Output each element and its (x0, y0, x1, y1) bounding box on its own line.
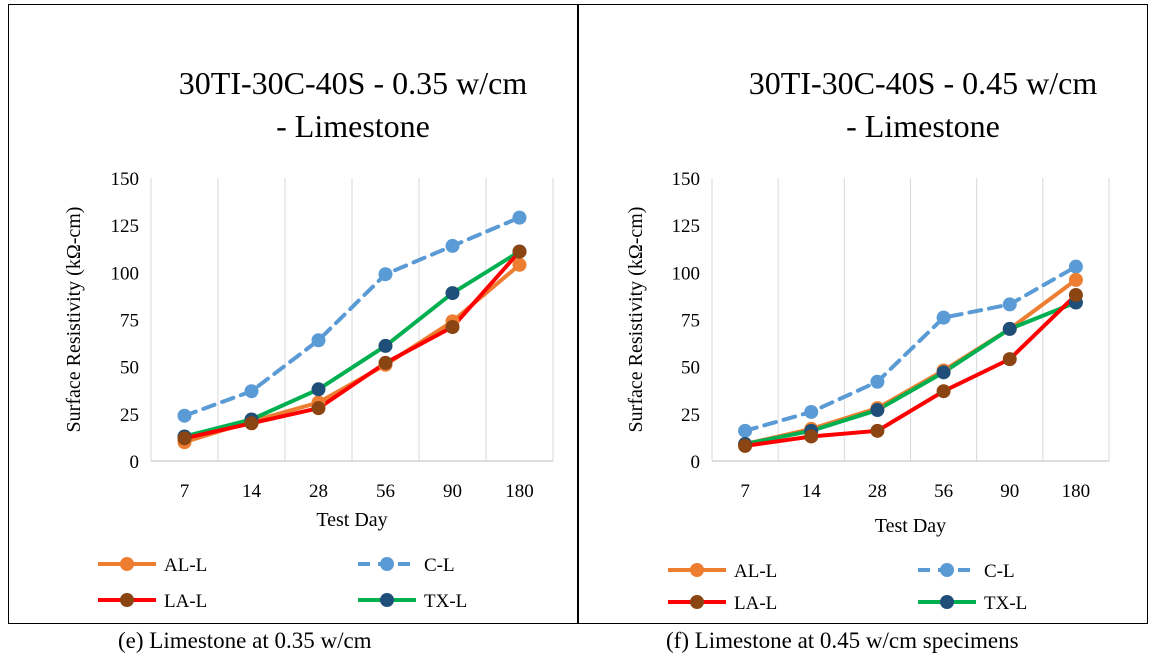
legend-label-al-l: AL-L (164, 555, 207, 576)
series-line-tx-l (743, 300, 1078, 447)
data-point-la-l (804, 429, 819, 444)
x-tick-label: 7 (740, 481, 750, 502)
data-point-la-l (378, 355, 393, 370)
x-tick-label: 56 (376, 481, 395, 502)
data-point-tx-l (311, 382, 326, 397)
y-axis-title: Surface Resistivity (kΩ-cm) (63, 207, 85, 433)
x-tick-label: 90 (443, 481, 462, 502)
legend-label-la-l: LA-L (734, 593, 777, 614)
data-point-tx-l (378, 338, 393, 353)
x-tick-label: 180 (505, 481, 534, 502)
data-point-c-l (1002, 297, 1017, 312)
data-point-la-l (738, 438, 753, 453)
chart-title-line-2: - Limestone (276, 108, 430, 144)
legend-label-c-l: C-L (984, 561, 1015, 582)
legend-marker-tx-l (380, 593, 394, 607)
data-point-la-l (445, 320, 460, 335)
legend-label-tx-l: TX-L (424, 591, 467, 612)
y-tick-label: 50 (681, 358, 700, 379)
data-point-tx-l (936, 365, 951, 380)
y-axis-title: Surface Resistivity (kΩ-cm) (625, 207, 647, 433)
data-point-c-l (870, 374, 885, 389)
data-point-la-l (311, 401, 326, 416)
data-point-c-l (512, 210, 527, 225)
x-tick-label: 14 (802, 481, 822, 502)
x-tick-label: 180 (1062, 481, 1091, 502)
caption-e: (e) Limestone at 0.35 w/cm (118, 628, 372, 653)
x-tick-label: 56 (934, 481, 953, 502)
x-axis-title: Test Day (316, 509, 387, 531)
data-point-c-l (804, 404, 819, 419)
data-point-la-l (1002, 352, 1017, 367)
y-tick-label: 150 (672, 169, 701, 190)
data-point-c-l (936, 310, 951, 325)
chart-title-line-2: - Limestone (846, 108, 1000, 144)
data-point-c-l (177, 408, 192, 423)
legend-marker-c-l (940, 563, 954, 577)
series-line-la-l (743, 292, 1078, 448)
data-point-la-l (512, 244, 527, 259)
y-tick-label: 75 (120, 311, 139, 332)
data-point-c-l (378, 267, 393, 282)
data-point-tx-l (870, 403, 885, 418)
series-line-tx-l (182, 249, 522, 439)
y-tick-label: 100 (672, 263, 701, 284)
legend-label-la-l: LA-L (164, 591, 207, 612)
x-tick-label: 90 (1000, 481, 1019, 502)
y-tick-label: 150 (111, 169, 140, 190)
data-point-c-l (244, 384, 259, 399)
legend-label-tx-l: TX-L (984, 593, 1027, 614)
legend-marker-al-l (690, 563, 704, 577)
legend-marker-la-l (120, 593, 134, 607)
chart-title-line-1: 30TI-30C-40S - 0.35 w/cm (179, 65, 528, 101)
data-point-c-l (738, 423, 753, 438)
x-tick-label: 7 (180, 481, 190, 502)
caption-f: (f) Limestone at 0.45 w/cm specimens (666, 628, 1019, 653)
series-line-c-l (182, 215, 522, 418)
y-tick-label: 125 (672, 216, 701, 237)
legend-marker-c-l (380, 557, 394, 571)
data-point-c-l (445, 238, 460, 253)
y-tick-label: 0 (691, 452, 701, 473)
y-tick-label: 25 (681, 405, 700, 426)
data-point-tx-l (1002, 321, 1017, 336)
legend-marker-al-l (120, 557, 134, 571)
x-axis-title: Test Day (875, 515, 946, 537)
data-point-la-l (870, 423, 885, 438)
chart-e-svg: 30TI-30C-40S - 0.35 w/cm - Limestone 0 25 50… (63, 65, 554, 612)
data-point-la-l (1068, 287, 1083, 302)
x-tick-label: 28 (868, 481, 887, 502)
data-point-c-l (1068, 259, 1083, 274)
legend-marker-la-l (690, 595, 704, 609)
x-tick-label: 14 (242, 481, 262, 502)
series-line-la-l (182, 249, 522, 441)
y-tick-label: 0 (130, 452, 140, 473)
y-tick-label: 75 (681, 311, 700, 332)
x-tick-label: 28 (309, 481, 328, 502)
panel-divider (577, 4, 579, 624)
data-point-al-l (1068, 272, 1083, 287)
data-point-al-l (512, 257, 527, 272)
legend-label-al-l: AL-L (734, 561, 777, 582)
data-point-c-l (311, 333, 326, 348)
data-point-la-l (244, 416, 259, 431)
series-line-c-l (743, 264, 1078, 433)
chart-panel-e: 30TI-30C-40S - 0.35 w/cm - Limestone 0 25 50… (8, 4, 577, 624)
data-point-tx-l (445, 286, 460, 301)
legend-marker-tx-l (940, 595, 954, 609)
chart-panel-f: 30TI-30C-40S - 0.45 w/cm - Limestone 0 25 50… (578, 4, 1147, 624)
y-tick-label: 125 (111, 216, 140, 237)
legend-label-c-l: C-L (424, 555, 455, 576)
chart-title-line-1: 30TI-30C-40S - 0.45 w/cm (749, 65, 1098, 101)
y-tick-label: 50 (120, 358, 139, 379)
y-tick-label: 100 (111, 263, 140, 284)
y-tick-label: 25 (120, 405, 139, 426)
chart-f-svg: 30TI-30C-40S - 0.45 w/cm - Limestone 0 25 50… (625, 65, 1110, 614)
data-point-la-l (177, 431, 192, 446)
data-point-la-l (936, 384, 951, 399)
